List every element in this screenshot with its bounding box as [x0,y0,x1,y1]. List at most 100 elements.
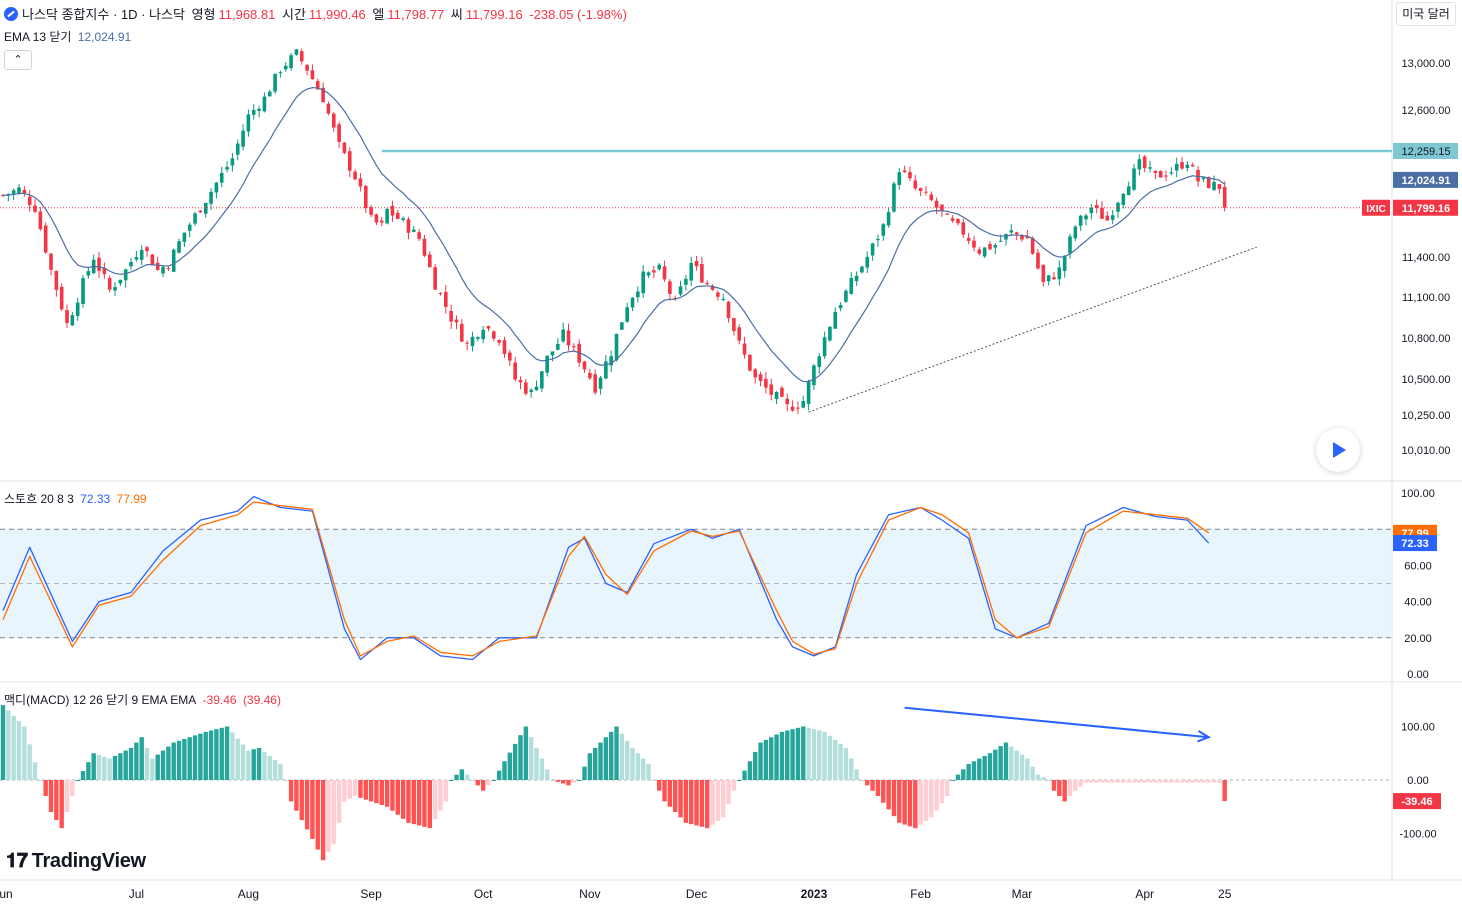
candle[interactable] [225,160,229,173]
candle[interactable] [556,338,560,351]
candle[interactable] [203,202,208,218]
candle[interactable] [219,166,224,188]
divergence-arrow-line[interactable] [904,706,1209,739]
candle[interactable] [598,375,603,395]
candle[interactable] [1164,170,1168,182]
candle[interactable] [1185,161,1190,172]
candle[interactable] [139,245,144,265]
candle[interactable] [230,152,235,172]
candle[interactable] [209,188,213,210]
candle[interactable] [982,247,987,258]
candle[interactable] [273,73,277,95]
candle[interactable] [198,210,203,213]
candle[interactable] [950,215,955,223]
candle[interactable] [385,208,389,225]
candle[interactable] [945,212,950,215]
candle[interactable] [518,376,523,390]
macd-legend[interactable]: 맥디(MACD) 12 26 닫기 9 EMA EMA -39.46 (39.4… [4,691,284,708]
candle[interactable] [566,323,571,351]
candle[interactable] [438,292,443,296]
candle[interactable] [150,253,155,266]
candle[interactable] [326,101,331,116]
candle[interactable] [1073,225,1078,242]
candle[interactable] [838,302,843,312]
candle[interactable] [406,216,411,240]
candle[interactable] [636,286,640,303]
candle[interactable] [283,61,288,72]
candle[interactable] [417,228,421,242]
candle[interactable] [822,331,827,359]
candle[interactable] [171,248,176,272]
candle[interactable] [524,379,528,396]
candle[interactable] [988,241,992,251]
candle[interactable] [737,324,742,345]
candle[interactable] [97,251,101,278]
candle[interactable] [705,280,710,286]
candle[interactable] [1052,272,1056,280]
candle[interactable] [1100,201,1104,219]
candle[interactable] [1222,181,1227,212]
candle[interactable] [801,395,806,409]
candle[interactable] [924,186,928,196]
candle[interactable] [769,378,774,401]
candle[interactable] [780,385,784,398]
candle[interactable] [257,105,261,118]
candle[interactable] [918,187,923,197]
candle[interactable] [476,336,480,342]
candle[interactable] [193,211,197,227]
candle[interactable] [411,225,416,233]
support-trendline[interactable] [808,246,1257,413]
candle[interactable] [422,234,427,258]
candle[interactable] [123,268,128,288]
candle[interactable] [1030,236,1035,255]
candle[interactable] [956,218,960,226]
candle[interactable] [758,371,763,387]
candle[interactable] [833,307,838,329]
candle[interactable] [363,185,368,213]
candle[interactable] [502,336,507,358]
candle[interactable] [689,256,694,286]
candle[interactable] [817,353,822,374]
candle[interactable] [678,280,683,296]
candle[interactable] [1137,154,1142,176]
candle[interactable] [785,393,790,412]
candle[interactable] [299,48,304,65]
candle[interactable] [1126,181,1131,196]
candle[interactable] [1078,214,1083,231]
candle[interactable] [545,355,549,377]
candle[interactable] [1057,260,1062,286]
price-axis[interactable]: 13,000.00 12,600.00 12,259.15 12,024.91 IXIC… [1362,58,1458,841]
candle[interactable] [1009,224,1014,235]
candle[interactable] [81,274,85,308]
candle[interactable] [657,263,662,271]
candle[interactable] [732,317,736,336]
candle[interactable] [428,251,432,268]
candle[interactable] [262,92,267,113]
candle[interactable] [684,274,688,291]
candle[interactable] [806,379,811,411]
candle[interactable] [908,166,912,182]
candle[interactable] [993,243,998,255]
candle[interactable] [38,206,43,232]
candle[interactable] [828,325,832,342]
candle[interactable] [86,267,91,279]
candle[interactable] [1068,233,1072,259]
candle[interactable] [1174,157,1179,178]
candle[interactable] [721,293,726,302]
candle[interactable] [145,245,149,257]
candle[interactable] [529,388,533,398]
candle[interactable] [513,356,517,382]
candle[interactable] [369,205,373,218]
candle[interactable] [177,238,181,254]
candle[interactable] [161,265,165,278]
candle[interactable] [662,260,667,282]
candle[interactable] [881,222,886,241]
candle[interactable] [91,254,96,275]
candle[interactable] [321,82,325,103]
candle[interactable] [593,369,597,395]
candle[interactable] [267,89,272,97]
candle[interactable] [652,265,656,279]
candle[interactable] [913,174,918,191]
candle[interactable] [1142,154,1147,173]
